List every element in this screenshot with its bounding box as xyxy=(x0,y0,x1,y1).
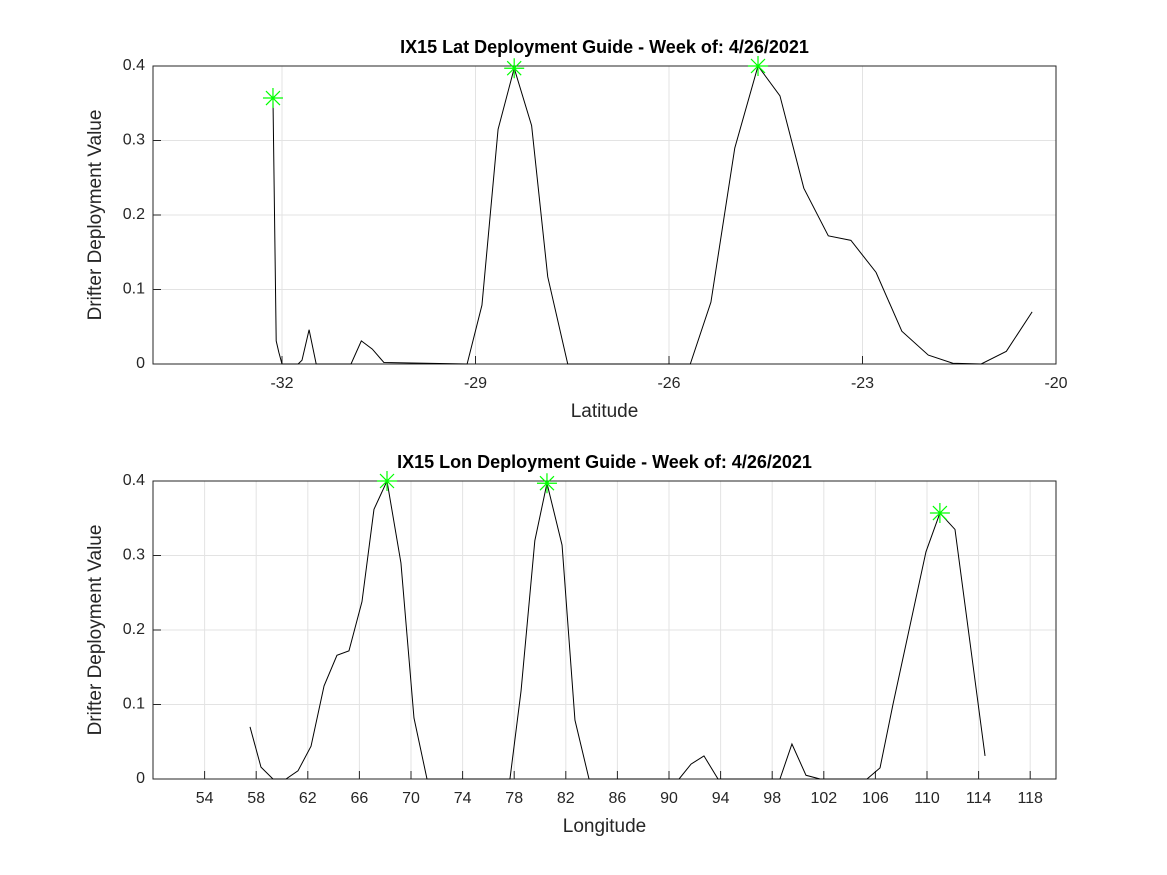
x-tick-label: 94 xyxy=(712,790,730,807)
x-tick-label: 90 xyxy=(660,790,678,807)
x-tick-label: 86 xyxy=(609,790,627,807)
star-marker xyxy=(504,58,525,79)
y-tick-label: 0.1 xyxy=(123,281,145,298)
y-tick-label: 0 xyxy=(136,355,145,372)
x-tick-label: 54 xyxy=(196,790,214,807)
x-tick-label: -32 xyxy=(270,375,293,392)
star-marker xyxy=(536,473,557,494)
y-tick-label: 0.4 xyxy=(123,57,145,74)
star-marker xyxy=(748,56,769,76)
y-tick-label: 0.3 xyxy=(123,132,145,149)
star-marker xyxy=(262,88,283,109)
x-tick-label: 70 xyxy=(402,790,420,807)
x-tick-label: 66 xyxy=(351,790,369,807)
y-tick-label: 0.2 xyxy=(123,206,145,223)
x-tick-label: 114 xyxy=(966,790,992,807)
x-tick-label: 74 xyxy=(454,790,472,807)
x-tick-label: -29 xyxy=(464,375,487,392)
x-tick-label: 110 xyxy=(914,790,940,807)
x-tick-label: 98 xyxy=(763,790,781,807)
x-tick-label: -26 xyxy=(657,375,680,392)
x-tick-label: 82 xyxy=(557,790,575,807)
chart-title: IX15 Lat Deployment Guide - Week of: 4/2… xyxy=(400,37,809,57)
star-marker xyxy=(377,471,398,491)
axes: 54 58 62 66 70 74 78 82 86 90 94 98 102 106 110 114 118 0… xyxy=(85,452,1057,837)
y-axis-label: Drifter Deployment Value xyxy=(85,110,106,321)
x-tick-label: 106 xyxy=(862,790,889,807)
axes: -32 -29 -26 -23 -20 0 0.1 0.2 0.3 0.4 IX15 Lat Dep… xyxy=(85,37,1068,422)
y-tick-label: 0.2 xyxy=(123,621,145,638)
y-tick-label: 0.4 xyxy=(123,472,145,489)
star-marker xyxy=(929,503,950,524)
x-tick-label: 58 xyxy=(247,790,265,807)
x-axis-label: Longitude xyxy=(563,816,646,837)
x-tick-label: -23 xyxy=(851,375,874,392)
x-tick-label: 78 xyxy=(505,790,523,807)
x-tick-label: 62 xyxy=(299,790,317,807)
x-tick-label: -20 xyxy=(1044,375,1067,392)
y-tick-label: 0 xyxy=(136,770,145,787)
x-axis-label: Latitude xyxy=(571,401,639,422)
y-axis-label: Drifter Deployment Value xyxy=(85,525,106,736)
data-line xyxy=(272,64,1033,365)
x-tick-label: 102 xyxy=(810,790,837,807)
y-tick-label: 0.1 xyxy=(123,696,145,713)
chart-title: IX15 Lon Deployment Guide - Week of: 4/2… xyxy=(397,452,812,472)
x-tick-label: 118 xyxy=(1017,790,1043,807)
y-tick-label: 0.3 xyxy=(123,547,145,564)
